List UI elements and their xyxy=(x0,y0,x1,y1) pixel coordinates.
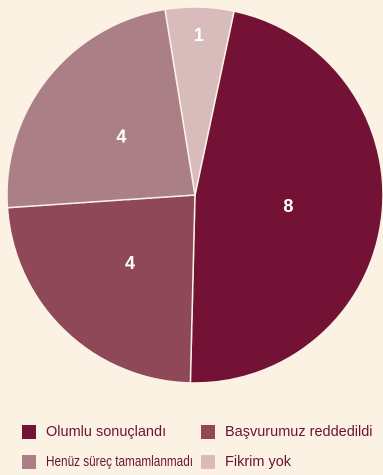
pie-slice-3 xyxy=(6,8,196,209)
slice-value-label-1: 8 xyxy=(283,196,293,216)
slice-value-label-3: 4 xyxy=(116,127,126,147)
pie-slices xyxy=(6,6,383,384)
legend-label-1: Olumlu sonuçlandı xyxy=(46,424,166,440)
legend-swatch-4 xyxy=(201,455,215,469)
pie-slice-4 xyxy=(164,6,235,196)
slice-value-label-4: 1 xyxy=(194,25,204,45)
legend-label-2: Başvurumuz reddedildi xyxy=(225,424,373,440)
pie-slice-2 xyxy=(6,194,196,384)
legend-swatch-1 xyxy=(22,425,36,439)
pie-data-labels: 8 4 4 1 xyxy=(116,25,293,273)
legend-swatch-3 xyxy=(22,455,36,469)
legend: Olumlu sonuçlandı Başvurumuz reddedildi He… xyxy=(22,424,373,470)
pie-slice-1 xyxy=(189,10,383,384)
legend-label-3: Henüz süreç tamamlanmadı xyxy=(46,454,193,470)
legend-swatch-2 xyxy=(201,425,215,439)
slice-value-label-2: 4 xyxy=(125,253,135,273)
legend-label-4: Fikrim yok xyxy=(225,454,292,470)
